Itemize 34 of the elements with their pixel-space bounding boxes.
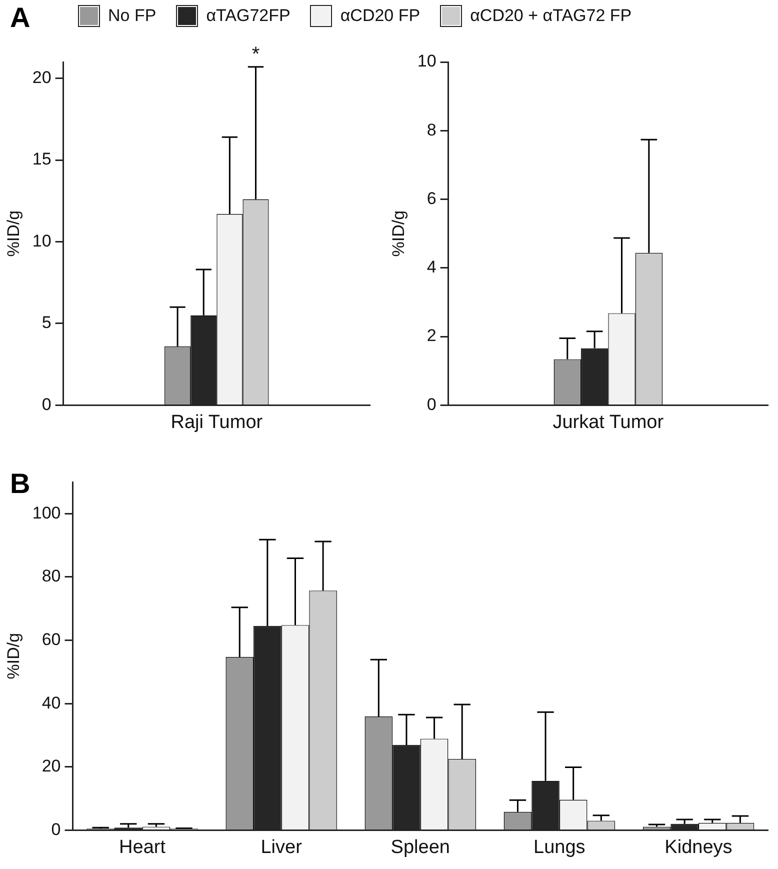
text: B [10,468,30,500]
y-tick-label: 40 [42,693,61,712]
legend-label: αCD20 + αTAG72 FP [470,6,632,26]
y-tick-label: 10 [32,231,52,250]
y-tick-label: 8 [426,120,436,140]
x-tick-label: Spleen [390,836,450,858]
y-tick-label: 2 [426,326,436,346]
y-tick-label: 10 [417,52,436,71]
legend-label: αTAG72FP [206,6,290,26]
x-tick-label: Kidneys [664,836,732,858]
y-tick-label: 5 [42,313,52,332]
legend-label: No FP [108,6,156,26]
y-axis-title: %ID/g [388,210,408,257]
y-tick-label: 80 [42,566,61,586]
y-axis-title: %ID/g [4,210,23,257]
x-tick-label: Raji Tumor [170,412,264,433]
y-tick-label: 4 [426,258,436,277]
text: A [10,2,30,34]
y-axis-title: %ID/g [4,632,23,680]
y-tick-label: 100 [32,503,61,522]
x-tick-label: Liver [260,836,303,858]
annotation: * [252,43,260,66]
y-tick-label: 0 [51,820,61,839]
y-tick-label: 0 [426,394,436,414]
y-tick-label: 60 [42,630,61,649]
x-tick-label: Heart [119,836,166,858]
y-tick-label: 6 [426,188,436,208]
x-tick-label: Lungs [534,836,586,858]
y-tick-label: 0 [42,394,52,414]
y-tick-label: 20 [42,756,61,776]
legend-label: αCD20 FP [340,6,420,26]
y-tick-label: 20 [32,68,52,88]
x-tick-label: Jurkat Tumor [552,412,664,433]
y-tick-label: 15 [32,150,52,169]
